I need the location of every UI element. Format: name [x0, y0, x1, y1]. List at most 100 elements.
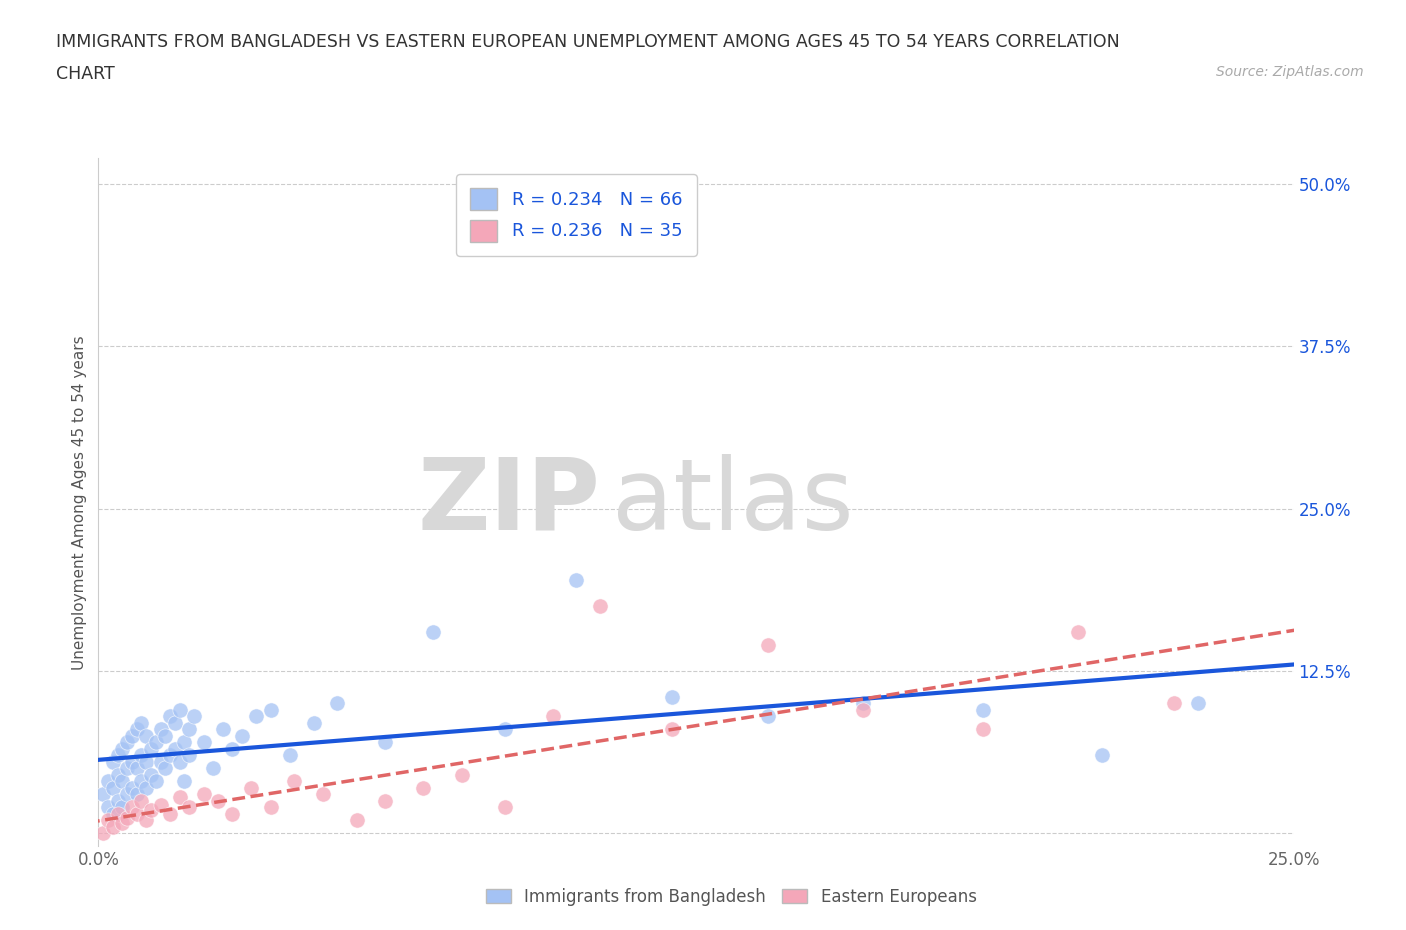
Point	[412, 780, 434, 795]
Point	[169, 754, 191, 769]
Point	[121, 800, 143, 815]
Point	[91, 787, 114, 802]
Point	[1091, 748, 1114, 763]
Point	[422, 625, 444, 640]
Point	[131, 748, 153, 763]
Point	[278, 748, 301, 763]
Point	[121, 754, 143, 769]
Text: ZIP: ZIP	[418, 454, 600, 551]
Point	[97, 800, 120, 815]
Point	[541, 709, 564, 724]
Point	[111, 774, 134, 789]
Point	[179, 748, 201, 763]
Point	[125, 722, 148, 737]
Text: atlas: atlas	[613, 454, 853, 551]
Point	[131, 715, 153, 730]
Legend: Immigrants from Bangladesh, Eastern Europeans: Immigrants from Bangladesh, Eastern Euro…	[479, 881, 983, 912]
Point	[91, 826, 114, 841]
Point	[211, 722, 233, 737]
Point	[135, 728, 157, 743]
Point	[179, 722, 201, 737]
Point	[131, 774, 153, 789]
Point	[173, 774, 195, 789]
Point	[494, 800, 516, 815]
Point	[163, 715, 186, 730]
Point	[107, 806, 129, 821]
Point	[155, 728, 177, 743]
Point	[131, 793, 153, 808]
Point	[202, 761, 225, 776]
Point	[125, 787, 148, 802]
Point	[111, 816, 134, 830]
Point	[972, 702, 994, 717]
Point	[139, 741, 162, 756]
Point	[145, 774, 167, 789]
Point	[346, 813, 368, 828]
Point	[756, 638, 779, 653]
Point	[111, 800, 134, 815]
Point	[756, 709, 779, 724]
Point	[115, 735, 138, 750]
Point	[245, 709, 267, 724]
Point	[312, 787, 335, 802]
Point	[494, 722, 516, 737]
Point	[661, 689, 683, 704]
Point	[159, 806, 181, 821]
Point	[169, 702, 191, 717]
Point	[97, 774, 120, 789]
Point	[193, 735, 215, 750]
Point	[101, 806, 124, 821]
Point	[101, 819, 124, 834]
Point	[231, 728, 253, 743]
Point	[179, 800, 201, 815]
Point	[163, 741, 186, 756]
Point	[145, 735, 167, 750]
Point	[97, 813, 120, 828]
Point	[221, 741, 243, 756]
Point	[159, 748, 181, 763]
Point	[107, 767, 129, 782]
Point	[101, 754, 124, 769]
Point	[125, 761, 148, 776]
Point	[852, 696, 875, 711]
Point	[240, 780, 263, 795]
Text: CHART: CHART	[56, 65, 115, 83]
Point	[121, 780, 143, 795]
Text: Source: ZipAtlas.com: Source: ZipAtlas.com	[1216, 65, 1364, 79]
Legend: R = 0.234   N = 66, R = 0.236   N = 35: R = 0.234 N = 66, R = 0.236 N = 35	[456, 174, 697, 256]
Point	[115, 810, 138, 825]
Point	[135, 813, 157, 828]
Point	[135, 780, 157, 795]
Point	[149, 722, 172, 737]
Point	[101, 780, 124, 795]
Point	[661, 722, 683, 737]
Point	[1187, 696, 1209, 711]
Point	[183, 709, 205, 724]
Point	[107, 793, 129, 808]
Point	[169, 790, 191, 804]
Point	[173, 735, 195, 750]
Point	[1067, 625, 1090, 640]
Point	[326, 696, 349, 711]
Point	[111, 741, 134, 756]
Point	[450, 767, 472, 782]
Point	[125, 806, 148, 821]
Point	[972, 722, 994, 737]
Point	[589, 599, 612, 614]
Point	[115, 761, 138, 776]
Point	[159, 709, 181, 724]
Point	[149, 754, 172, 769]
Point	[1163, 696, 1185, 711]
Point	[135, 754, 157, 769]
Point	[193, 787, 215, 802]
Point	[374, 793, 396, 808]
Point	[302, 715, 325, 730]
Point	[139, 803, 162, 817]
Point	[207, 793, 229, 808]
Point	[374, 735, 396, 750]
Point	[283, 774, 305, 789]
Point	[107, 748, 129, 763]
Point	[852, 702, 875, 717]
Point	[139, 767, 162, 782]
Point	[121, 728, 143, 743]
